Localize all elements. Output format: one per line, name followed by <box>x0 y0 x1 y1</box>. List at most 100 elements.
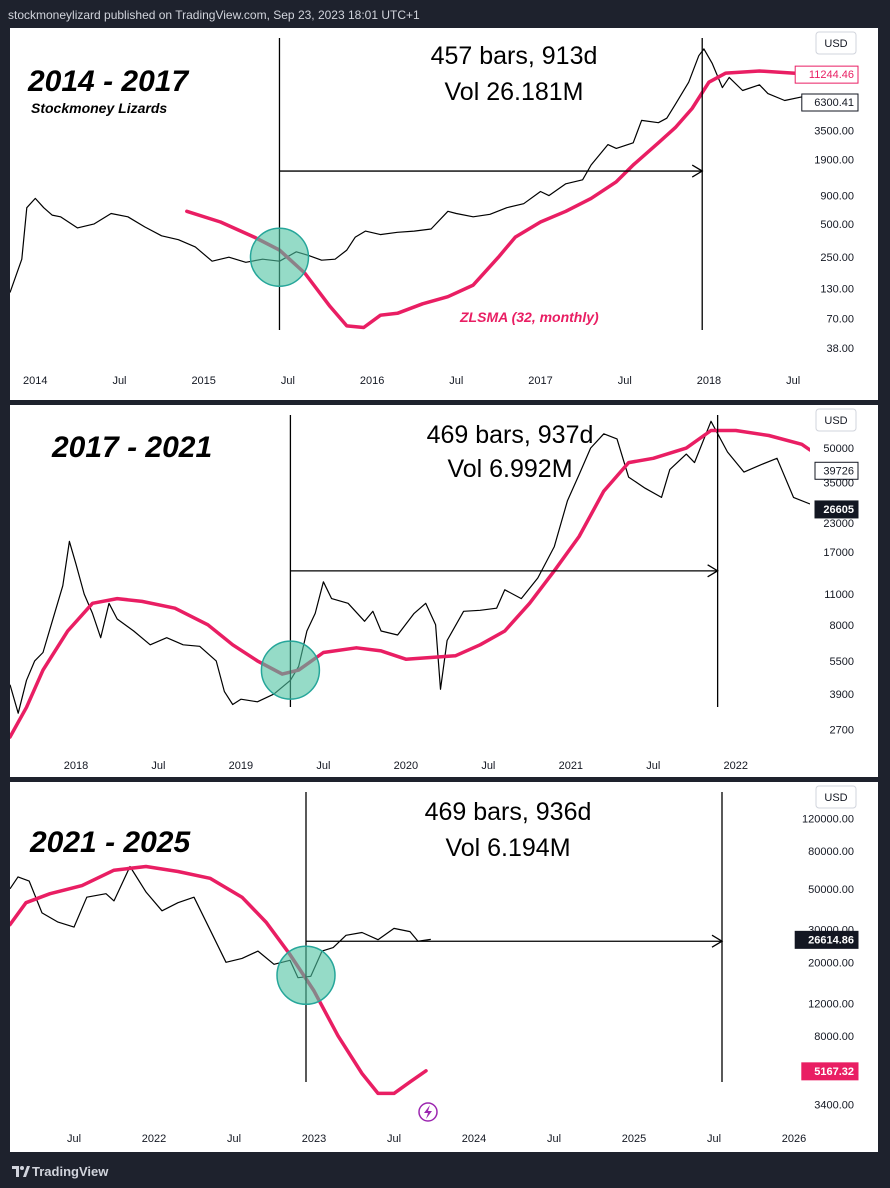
bottom-marker-circle <box>260 640 321 700</box>
volume-annotation: Vol 6.194M <box>445 834 570 862</box>
bars-annotation: 457 bars, 913d <box>431 42 598 70</box>
y-tick-label: 250.00 <box>820 252 854 264</box>
x-tick-label: Jul <box>618 375 632 387</box>
arrow-head <box>711 934 724 948</box>
y-tick-label: 2700 <box>830 725 854 737</box>
currency-box <box>815 31 857 55</box>
chart-panel-2014-2017: 2014 - 2017 Stockmoney Lizards 457 bars, 9… <box>10 28 878 400</box>
y-tick-label: 80000.00 <box>808 846 854 858</box>
y-tick-label: 50000.00 <box>808 884 854 896</box>
x-tick-label: Jul <box>646 760 660 772</box>
x-tick-label: 2016 <box>360 375 384 387</box>
plot-area <box>10 48 810 330</box>
price-tag <box>814 500 859 519</box>
price-line <box>10 420 810 714</box>
x-tick-label: Jul <box>547 1133 561 1145</box>
zlsma-label: ZLSMA (32, monthly) <box>459 309 599 325</box>
x-tick-label: 2019 <box>229 760 253 772</box>
y-tick-label: 17000 <box>823 547 854 559</box>
x-tick-label: 2017 <box>528 375 552 387</box>
publish-header: stockmoneylizard published on TradingVie… <box>0 0 890 28</box>
price-tag-label: 26605 <box>823 504 854 516</box>
price-tag <box>794 65 859 84</box>
volume-annotation: Vol 6.992M <box>447 455 572 483</box>
y-tick-label: 12000.00 <box>808 998 854 1010</box>
chart-panel-2017-2021: 2017 - 2021 469 bars, 937d Vol 6.992M USD 50… <box>10 405 878 777</box>
zlsma-line <box>185 69 810 330</box>
x-tick-label: 2021 <box>559 760 583 772</box>
x-tick-label: 2022 <box>724 760 748 772</box>
plot-area <box>10 864 431 1096</box>
x-tick-label: Jul <box>151 760 165 772</box>
chart-title: 2017 - 2021 <box>51 431 212 464</box>
chart-svg-2021-2025: 2021 - 2025 469 bars, 936d Vol 6.194M USD 12… <box>10 785 859 1145</box>
currency-label: USD <box>824 792 847 804</box>
x-tick-label: 2014 <box>23 375 47 387</box>
y-tick-label: 120000.00 <box>802 814 854 826</box>
x-tick-label: 2015 <box>191 375 215 387</box>
price-tag <box>801 1062 859 1081</box>
x-tick-label: 2023 <box>302 1133 326 1145</box>
arrow-head <box>691 164 704 178</box>
price-tag-label: 11244.46 <box>809 69 854 81</box>
currency-box <box>815 408 857 432</box>
footer: TradingView <box>0 1156 890 1188</box>
y-tick-label: 500.00 <box>820 219 854 231</box>
bottom-marker-circle <box>276 945 336 1006</box>
x-tick-label: Jul <box>449 375 463 387</box>
chart-title: 2021 - 2025 <box>29 826 191 859</box>
x-tick-label: Jul <box>227 1133 241 1145</box>
price-tag <box>814 461 859 480</box>
y-tick-label: 1900.00 <box>814 155 854 167</box>
currency-label: USD <box>824 38 847 50</box>
x-tick-label: Jul <box>316 760 330 772</box>
tradingview-logo-icon[interactable] <box>12 1164 30 1178</box>
y-tick-label: 50000 <box>823 443 854 455</box>
price-tag-label: 39726 <box>823 465 854 477</box>
x-tick-label: Jul <box>281 375 295 387</box>
alert-lightning-icon[interactable] <box>418 1102 438 1122</box>
y-tick-label: 70.00 <box>826 313 854 325</box>
x-tick-label: 2022 <box>142 1133 166 1145</box>
y-tick-label: 8000.00 <box>814 1031 854 1043</box>
y-tick-label: 20000.00 <box>808 957 854 969</box>
x-tick-label: 2018 <box>697 375 721 387</box>
y-tick-label: 3900 <box>830 689 854 701</box>
y-tick-label: 35000 <box>823 477 854 489</box>
y-tick-label: 23000 <box>823 518 854 530</box>
y-tick-label: 11000 <box>824 589 854 601</box>
x-tick-label: 2020 <box>394 760 418 772</box>
bars-annotation: 469 bars, 937d <box>427 421 594 449</box>
x-tick-label: Jul <box>481 760 495 772</box>
y-tick-label: 3500.00 <box>814 125 854 137</box>
price-line <box>10 48 810 293</box>
x-tick-label: Jul <box>67 1133 81 1145</box>
zlsma-line <box>10 428 810 739</box>
price-tag-label: 6300.41 <box>814 97 854 109</box>
publish-header-text: stockmoneylizard published on TradingVie… <box>8 8 420 22</box>
x-tick-label: 2024 <box>462 1133 486 1145</box>
price-tag-label: 26614.86 <box>808 934 854 946</box>
x-tick-label: Jul <box>786 375 800 387</box>
y-tick-label: 38.00 <box>826 343 854 355</box>
price-line <box>10 865 431 979</box>
zlsma-line <box>10 864 428 1096</box>
arrow-head <box>707 564 719 578</box>
chart-panel-2021-2025: 2021 - 2025 469 bars, 936d Vol 6.194M USD 12… <box>10 782 878 1152</box>
x-tick-label: 2018 <box>64 760 88 772</box>
x-tick-label: Jul <box>387 1133 401 1145</box>
x-tick-label: Jul <box>707 1133 721 1145</box>
chart-svg-2014-2017: 2014 - 2017 Stockmoney Lizards 457 bars, 9… <box>10 31 859 387</box>
price-tag <box>801 93 859 112</box>
y-tick-label: 3400.00 <box>814 1099 854 1111</box>
price-tag <box>794 930 859 949</box>
volume-annotation: Vol 26.181M <box>445 78 584 106</box>
y-tick-label: 5500 <box>830 656 854 668</box>
currency-label: USD <box>824 415 847 427</box>
chart-title: 2014 - 2017 <box>27 65 189 98</box>
tradingview-brand[interactable]: TradingView <box>32 1164 109 1179</box>
y-tick-label: 900.00 <box>820 191 854 203</box>
x-tick-label: 2026 <box>782 1133 806 1145</box>
x-tick-label: 2025 <box>622 1133 646 1145</box>
x-tick-label: Jul <box>112 375 126 387</box>
